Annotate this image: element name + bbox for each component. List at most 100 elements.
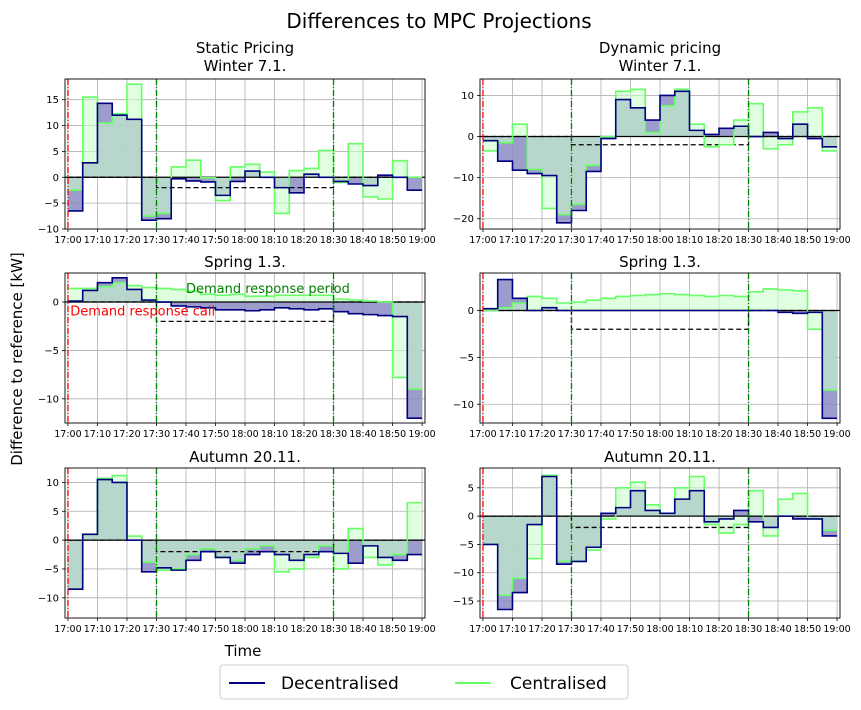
decentralised-line (67, 277, 423, 419)
annotation-dr-period: Demand response period (186, 282, 350, 297)
plot-area (65, 79, 425, 229)
x-tick-label: 18:50 (379, 624, 406, 635)
x-tick-label: 17:40 (172, 429, 199, 440)
x-tick-label: 18:40 (764, 624, 791, 635)
y-tick-label: 10 (46, 478, 59, 489)
subplot-4: 17:00 17:10 17:20 17:30 17:40 17:50 18:00 18:10… (453, 253, 851, 440)
y-tick-label: −5 (44, 564, 59, 575)
subplot-2: 17:00 17:10 17:20 17:30 17:40 17:50 18:00 18:10… (453, 39, 851, 246)
x-tick-label: 18:00 (231, 429, 258, 440)
y-tick-label: 10 (46, 121, 59, 132)
x-tick-label: 17:40 (587, 624, 614, 635)
x-tick-label: 17:00 (469, 429, 496, 440)
y-tick-label: −10 (38, 225, 59, 236)
y-tick-label: −10 (38, 394, 59, 405)
subplot-title: Spring 1.3. (204, 253, 286, 271)
x-tick-label: 18:20 (290, 429, 317, 440)
x-tick-label: 18:30 (735, 235, 762, 246)
y-tick-label: −10 (38, 593, 59, 604)
x-tick-label: 17:20 (528, 235, 555, 246)
x-tick-label: 17:20 (113, 624, 140, 635)
legend-centralised-label: Centralised (510, 674, 607, 694)
x-tick-label: 17:30 (143, 235, 170, 246)
subplot-5: 17:00 17:10 17:20 17:30 17:40 17:50 18:00 18:10… (38, 448, 436, 635)
x-tick-label: 18:50 (379, 235, 406, 246)
y-tick-label: −10 (453, 400, 474, 411)
centralised-fill (482, 288, 838, 391)
x-tick-label: 18:40 (349, 235, 376, 246)
x-tick-label: 18:10 (261, 624, 288, 635)
x-tick-label: 17:50 (617, 429, 644, 440)
x-tick-label: 18:50 (794, 235, 821, 246)
x-tick-label: 18:00 (646, 429, 673, 440)
x-tick-label: 17:10 (84, 429, 111, 440)
y-tick-label: 0 (468, 512, 474, 523)
decentralised-line (67, 478, 423, 590)
x-tick-label: 18:00 (231, 624, 258, 635)
x-tick-label: 18:10 (676, 624, 703, 635)
figure-xlabel: Time (224, 642, 262, 660)
reference-line (67, 176, 423, 189)
subplot-6: 17:00 17:10 17:20 17:30 17:40 17:50 18:00 18:10… (453, 448, 851, 635)
y-tick-label: 5 (53, 147, 59, 158)
x-tick-label: 19:00 (408, 624, 435, 635)
x-tick-label: 17:20 (113, 429, 140, 440)
plot-area (480, 468, 840, 618)
decentralised-line (482, 90, 838, 224)
y-tick-label: −5 (459, 540, 474, 551)
x-tick-label: 18:00 (646, 624, 673, 635)
x-tick-label: 17:10 (84, 624, 111, 635)
subplot-subtitle: Winter 7.1. (619, 57, 702, 75)
subplot-3: 17:00 17:10 17:20 17:30 17:40 17:50 18:00 18:10… (38, 253, 436, 440)
x-tick-label: 18:30 (735, 624, 762, 635)
plot-area (480, 273, 840, 423)
reference-line (482, 515, 838, 529)
plot-area (480, 79, 840, 229)
y-tick-label: −10 (453, 568, 474, 579)
plot-area (65, 468, 425, 618)
x-tick-label: 18:00 (231, 235, 258, 246)
x-tick-label: 17:50 (202, 624, 229, 635)
x-tick-label: 19:00 (823, 235, 850, 246)
x-tick-label: 17:00 (469, 624, 496, 635)
figure-ylabel: Difference to reference [kW] (8, 252, 26, 466)
x-tick-label: 17:40 (172, 624, 199, 635)
x-tick-label: 18:10 (676, 235, 703, 246)
plot-area (65, 273, 425, 423)
x-tick-label: 18:10 (261, 235, 288, 246)
subplot-1: 17:00 17:10 17:20 17:30 17:40 17:50 18:00 18:10… (38, 39, 436, 246)
x-tick-label: 18:20 (705, 235, 732, 246)
subplot-title: Spring 1.3. (619, 253, 701, 271)
subplots: 17:00 17:10 17:20 17:30 17:40 17:50 18:00 18:10… (38, 39, 851, 635)
x-tick-label: 17:40 (587, 235, 614, 246)
x-tick-label: 17:00 (54, 235, 81, 246)
x-tick-label: 17:30 (558, 624, 585, 635)
legend: Decentralised Centralised (219, 664, 629, 700)
x-tick-label: 17:00 (469, 235, 496, 246)
x-tick-label: 17:50 (202, 429, 229, 440)
legend-frame (219, 664, 629, 700)
decentralised-line (482, 475, 838, 611)
y-tick-label: 5 (468, 483, 474, 494)
x-tick-label: 19:00 (823, 624, 850, 635)
x-tick-label: 17:10 (499, 429, 526, 440)
subplot-title: Autumn 20.11. (604, 448, 716, 466)
x-tick-label: 19:00 (823, 429, 850, 440)
centralised-line (67, 83, 423, 217)
y-tick-label: 15 (46, 95, 59, 106)
x-tick-label: 18:10 (261, 429, 288, 440)
x-tick-label: 18:50 (794, 624, 821, 635)
x-tick-label: 17:30 (143, 429, 170, 440)
x-tick-label: 17:10 (499, 624, 526, 635)
x-tick-label: 18:20 (705, 624, 732, 635)
reference-line (482, 135, 838, 146)
x-tick-label: 17:40 (172, 235, 199, 246)
x-tick-label: 17:30 (558, 235, 585, 246)
x-tick-label: 17:50 (617, 235, 644, 246)
x-tick-label: 18:00 (646, 235, 673, 246)
x-tick-label: 18:30 (320, 429, 347, 440)
decentralised-line (67, 102, 423, 222)
x-tick-label: 18:30 (320, 624, 347, 635)
x-tick-label: 18:10 (676, 429, 703, 440)
x-tick-label: 18:50 (794, 429, 821, 440)
